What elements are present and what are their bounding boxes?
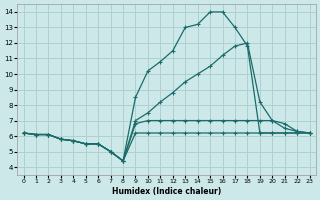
X-axis label: Humidex (Indice chaleur): Humidex (Indice chaleur) [112, 187, 221, 196]
